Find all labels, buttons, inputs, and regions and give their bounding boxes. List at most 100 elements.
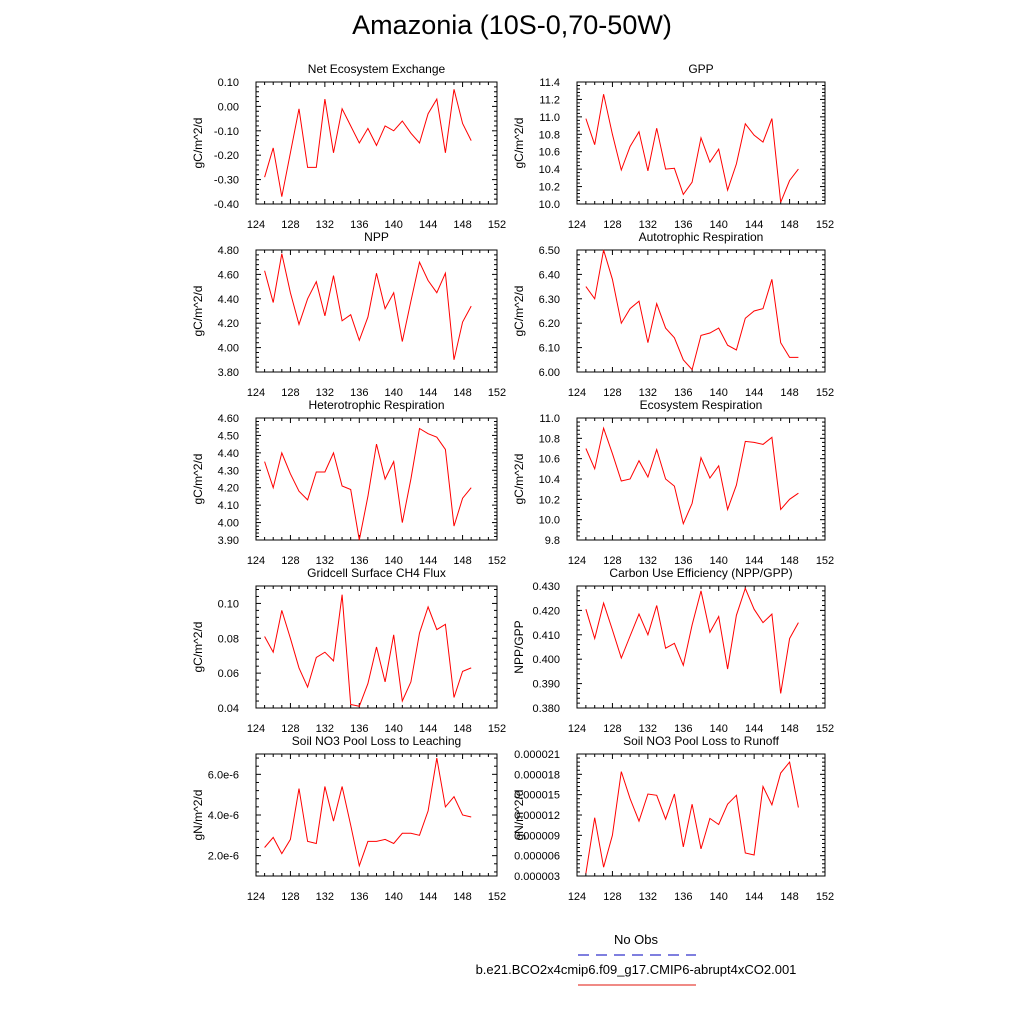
- x-tick-label: 152: [816, 723, 834, 735]
- x-tick-label: 136: [350, 555, 368, 567]
- y-tick-label: 4.40: [218, 294, 239, 306]
- legend-label-no-obs: No Obs: [613, 932, 659, 947]
- legend-label-model-run: b.e21.BCO2x4cmip6.f09_g17.CMIP6-abrupt4x…: [475, 962, 797, 977]
- y-tick-label: 4.10: [218, 500, 239, 512]
- x-tick-label: 140: [385, 219, 403, 231]
- figure-title: Amazonia (10S-0,70-50W): [352, 10, 672, 40]
- y-tick-label: 0.400: [532, 654, 560, 666]
- y-tick-label: 0.10: [218, 598, 239, 610]
- x-tick-label: 136: [674, 891, 692, 903]
- x-tick-label: 152: [488, 555, 506, 567]
- x-tick-label: 124: [568, 723, 586, 735]
- x-tick-label: 136: [674, 219, 692, 231]
- panel-npp: 124 128 132 136 140 144 148 152 3.80 4.00 4.20 4.40…: [191, 230, 506, 399]
- y-tick-label: 4.50: [218, 430, 239, 442]
- y-axis-label: gN/m^2/d: [512, 790, 526, 841]
- x-tick-label: 152: [816, 387, 834, 399]
- x-tick-label: 152: [816, 891, 834, 903]
- x-tick-label: 136: [350, 723, 368, 735]
- panel-soil-no3-pool-loss-to-runoff: 124 128 132 136 140 144 148 152 0.000003 0.000006…: [512, 734, 834, 903]
- y-tick-label: 9.8: [545, 535, 560, 547]
- y-axis-label: gC/m^2/d: [191, 286, 205, 337]
- y-tick-label: 2.0e-6: [208, 851, 239, 863]
- x-tick-label: 140: [710, 555, 728, 567]
- y-tick-label: 0.04: [218, 703, 239, 715]
- y-axis-label: gC/m^2/d: [191, 622, 205, 673]
- x-tick-label: 148: [780, 555, 798, 567]
- x-tick-label: 124: [568, 387, 586, 399]
- plot-frame: [576, 417, 826, 541]
- x-tick-label: 144: [419, 219, 437, 231]
- x-tick-label: 132: [316, 891, 334, 903]
- panel-ecosystem-respiration: 124 128 132 136 140 144 148 152 9.8 10.0 10.2 10.4 1…: [512, 398, 834, 567]
- y-tick-label: 10.2: [539, 182, 560, 194]
- y-tick-label: 11.4: [539, 77, 560, 89]
- y-tick-label: 4.00: [218, 343, 239, 355]
- plot-frame: [255, 249, 498, 373]
- x-tick-label: 152: [816, 555, 834, 567]
- series-line: [585, 760, 799, 874]
- x-tick-label: 140: [710, 219, 728, 231]
- x-tick-label: 140: [385, 555, 403, 567]
- y-tick-label: 0.000015: [514, 790, 560, 802]
- y-tick-label: 6.0e-6: [208, 769, 239, 781]
- x-tick-label: 148: [780, 387, 798, 399]
- y-tick-label: 4.60: [218, 269, 239, 281]
- panel-title: Heterotrophic Respiration: [308, 398, 444, 412]
- series-line: [264, 758, 472, 868]
- x-tick-label: 148: [453, 219, 471, 231]
- y-tick-label: 10.6: [539, 454, 560, 466]
- panel-title: Soil NO3 Pool Loss to Leaching: [292, 734, 461, 748]
- x-tick-label: 144: [419, 555, 437, 567]
- x-tick-label: 124: [247, 891, 265, 903]
- x-tick-label: 132: [316, 387, 334, 399]
- x-tick-label: 140: [385, 387, 403, 399]
- y-tick-label: -0.40: [214, 199, 239, 211]
- x-tick-label: 124: [568, 219, 586, 231]
- y-tick-label: 10.8: [539, 129, 560, 141]
- y-tick-label: 0.380: [532, 703, 560, 715]
- x-tick-label: 128: [281, 387, 299, 399]
- x-tick-label: 136: [350, 891, 368, 903]
- x-tick-label: 132: [316, 555, 334, 567]
- y-tick-label: 10.0: [539, 199, 560, 211]
- x-tick-label: 148: [453, 387, 471, 399]
- x-tick-label: 124: [568, 891, 586, 903]
- series-line: [264, 253, 472, 360]
- x-tick-label: 124: [247, 723, 265, 735]
- x-tick-label: 136: [674, 555, 692, 567]
- panel-soil-no3-pool-loss-to-leaching: 124 128 132 136 140 144 148 152 2.0e-6 4.0e-6 6.0e…: [191, 734, 506, 903]
- x-tick-label: 128: [281, 723, 299, 735]
- x-tick-label: 128: [603, 555, 621, 567]
- x-tick-label: 152: [488, 387, 506, 399]
- plot-frame: [255, 417, 498, 541]
- x-tick-label: 128: [603, 723, 621, 735]
- y-axis-label: NPP/GPP: [512, 620, 526, 673]
- y-tick-label: 10.4: [539, 164, 560, 176]
- x-tick-label: 148: [453, 723, 471, 735]
- panel-title: Soil NO3 Pool Loss to Runoff: [623, 734, 780, 748]
- x-tick-label: 132: [639, 387, 657, 399]
- x-tick-label: 144: [419, 723, 437, 735]
- x-tick-label: 144: [745, 891, 763, 903]
- y-tick-label: 10.8: [539, 433, 560, 445]
- panel-gridcell-surface-ch4-flux: 124 128 132 136 140 144 148 152 0.04 0.06 0.08 0.10…: [191, 566, 506, 735]
- x-tick-label: 144: [745, 219, 763, 231]
- panel-net-ecosystem-exchange: 124 128 132 136 140 144 148 152 -0.40 -0.30 -0.20 -…: [191, 62, 506, 231]
- x-tick-label: 136: [350, 219, 368, 231]
- y-tick-label: 4.00: [218, 518, 239, 530]
- y-tick-label: -0.30: [214, 175, 239, 187]
- y-tick-label: 11.2: [539, 94, 560, 106]
- y-tick-label: 6.20: [539, 318, 560, 330]
- x-tick-label: 136: [674, 387, 692, 399]
- x-tick-label: 148: [780, 723, 798, 735]
- panel-title: GPP: [688, 62, 713, 76]
- panel-carbon-use-efficiency-npp-gpp: 124 128 132 136 140 144 148 152 0.380 0.390 0.400 0…: [512, 566, 834, 735]
- x-tick-label: 148: [453, 891, 471, 903]
- panel-gpp: 124 128 132 136 140 144 148 152 10.0 10.2 10.4 10.6…: [512, 62, 834, 231]
- y-tick-label: 0.410: [532, 630, 560, 642]
- y-tick-label: 10.6: [539, 147, 560, 159]
- x-tick-label: 132: [316, 723, 334, 735]
- y-tick-label: 4.30: [218, 465, 239, 477]
